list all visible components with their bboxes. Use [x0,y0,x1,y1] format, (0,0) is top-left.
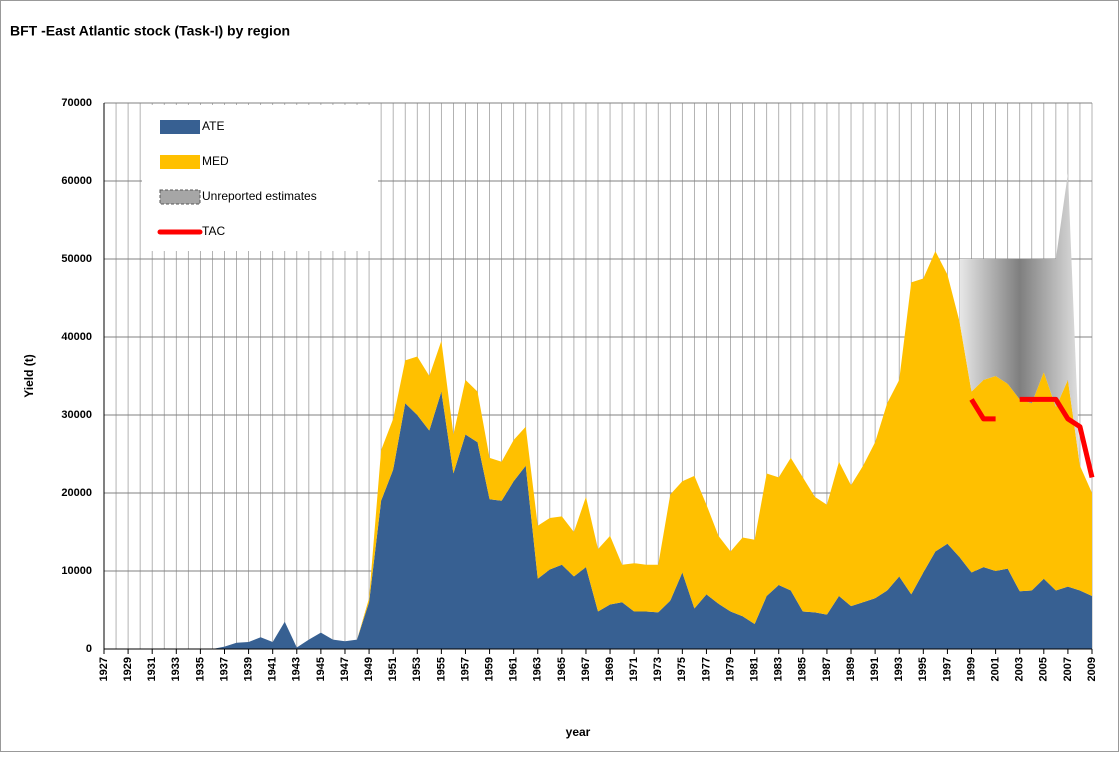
x-tick-label: 1947 [339,657,351,681]
x-tick-label: 1937 [218,657,230,681]
x-tick-label: 1995 [917,657,929,681]
legend-label: Unreported estimates [202,189,317,203]
y-tick-label: 0 [86,643,92,655]
x-tick-label: 1957 [459,657,471,681]
x-tick-label: 1945 [315,657,327,681]
legend-label: TAC [202,224,225,238]
x-tick-label: 2003 [1014,657,1026,681]
x-tick-label: 1989 [845,657,857,681]
x-tick-label: 1999 [965,657,977,681]
x-tick-label: 1927 [98,657,110,681]
x-tick-label: 1967 [580,657,592,681]
x-tick-label: 1971 [628,657,640,681]
x-tick-label: 1955 [435,657,447,681]
x-tick-label: 2001 [990,657,1002,681]
x-tick-label: 1941 [267,657,279,681]
legend-swatch [160,155,200,169]
x-tick-label: 1991 [869,657,881,681]
x-tick-label: 1977 [700,657,712,681]
x-tick-label: 1931 [146,657,158,681]
y-tick-label: 60000 [61,175,92,187]
legend-swatch [160,120,200,134]
y-tick-label: 20000 [61,487,92,499]
x-tick-label: 1987 [821,657,833,681]
x-tick-label: 2005 [1038,657,1050,681]
chart: BFT -East Atlantic stock (Task-I) by reg… [0,0,1120,753]
x-tick-label: 1943 [291,657,303,681]
x-tick-label: 1953 [411,657,423,681]
x-axis-label: year [566,725,591,739]
y-tick-label: 50000 [61,253,92,265]
y-tick-label: 10000 [61,565,92,577]
x-tick-label: 1963 [532,657,544,681]
x-tick-label: 1983 [773,657,785,681]
legend-label: ATE [202,119,224,133]
x-tick-label: 1929 [122,657,134,681]
x-tick-label: 1939 [242,657,254,681]
x-tick-label: 1985 [797,657,809,681]
x-tick-label: 1965 [556,657,568,681]
x-tick-label: 1961 [508,657,520,681]
x-tick-label: 2009 [1086,657,1098,681]
y-tick-label: 40000 [61,331,92,343]
y-axis-label: Yield (t) [22,354,36,398]
x-tick-label: 1969 [604,657,616,681]
y-tick-label: 30000 [61,409,92,421]
x-tick-label: 1979 [724,657,736,681]
chart-title: BFT -East Atlantic stock (Task-I) by reg… [10,23,290,39]
x-tick-label: 1949 [363,657,375,681]
x-tick-label: 1993 [893,657,905,681]
legend-swatch [160,190,200,204]
x-tick-label: 1935 [194,657,206,681]
x-tick-label: 1951 [387,657,399,681]
x-tick-label: 1933 [170,657,182,681]
y-tick-label: 70000 [61,97,92,109]
x-tick-label: 1973 [652,657,664,681]
x-tick-label: 2007 [1062,657,1074,681]
x-tick-label: 1975 [676,657,688,681]
x-tick-label: 1959 [483,657,495,681]
legend-label: MED [202,154,229,168]
x-tick-label: 1981 [749,657,761,681]
x-tick-label: 1997 [941,657,953,681]
